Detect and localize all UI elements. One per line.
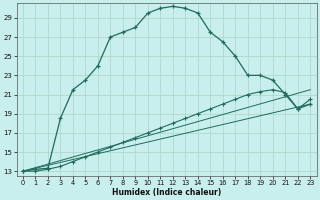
X-axis label: Humidex (Indice chaleur): Humidex (Indice chaleur) bbox=[112, 188, 221, 197]
